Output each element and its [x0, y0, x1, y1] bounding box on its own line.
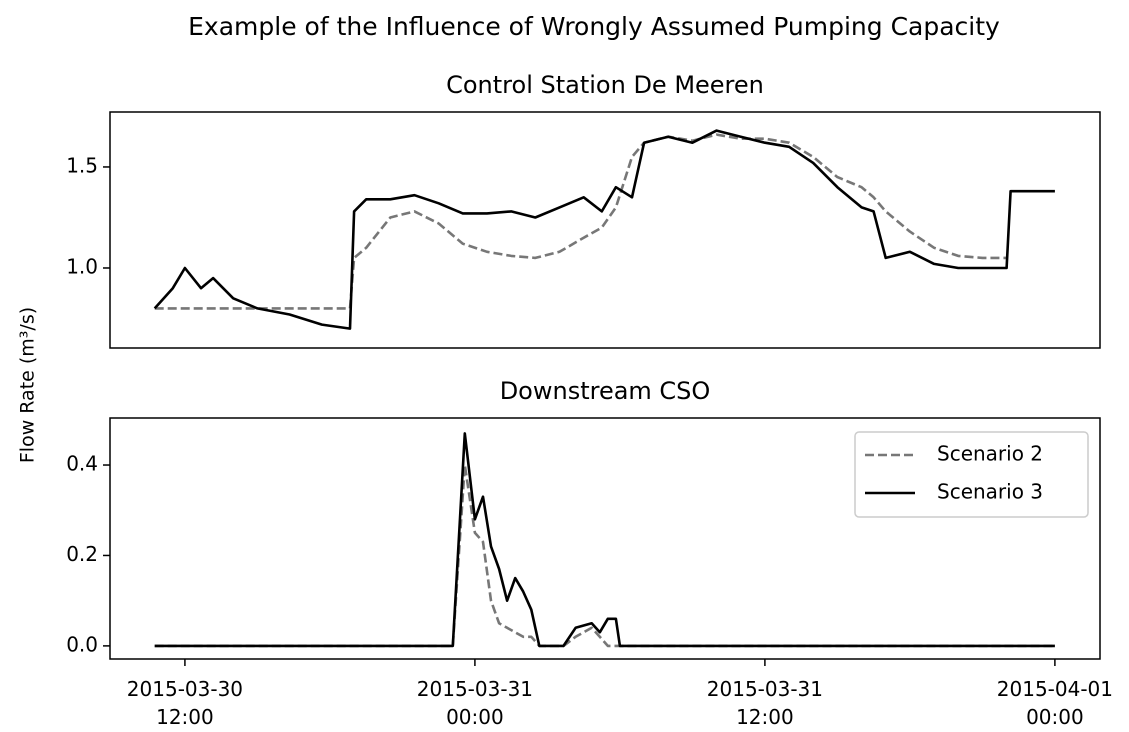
x-tick-label: 2015-03-31 12:00	[707, 677, 823, 729]
series-line	[154, 133, 1007, 310]
chart-title: Control Station De Meeren	[446, 71, 764, 99]
x-tick-label: 2015-03-30 12:00	[127, 677, 243, 729]
series-line	[153, 129, 1055, 330]
legend-label: Scenario 2	[937, 442, 1043, 466]
y-tick-label: 0.0	[66, 632, 98, 656]
x-tick-label: 2015-03-31 00:00	[417, 677, 533, 729]
plot-frame	[109, 417, 1101, 660]
y-tick-label: 0.2	[66, 542, 98, 566]
figure-title: Example of the Influence of Wrongly Assu…	[188, 12, 1000, 41]
series-line	[154, 432, 1055, 648]
y-tick-label: 1.5	[66, 153, 98, 177]
y-tick-label: 1.0	[66, 254, 98, 278]
chart-title: Downstream CSO	[500, 377, 711, 405]
y-tick-label: 0.4	[66, 452, 98, 476]
legend-label: Scenario 3	[937, 480, 1043, 504]
series-line	[154, 463, 1055, 648]
plot-frame	[109, 111, 1101, 349]
y-axis-label: Flow Rate (m³/s)	[17, 307, 39, 463]
x-tick-label: 2015-04-01 00:00	[997, 677, 1113, 729]
legend-frame	[854, 431, 1089, 518]
